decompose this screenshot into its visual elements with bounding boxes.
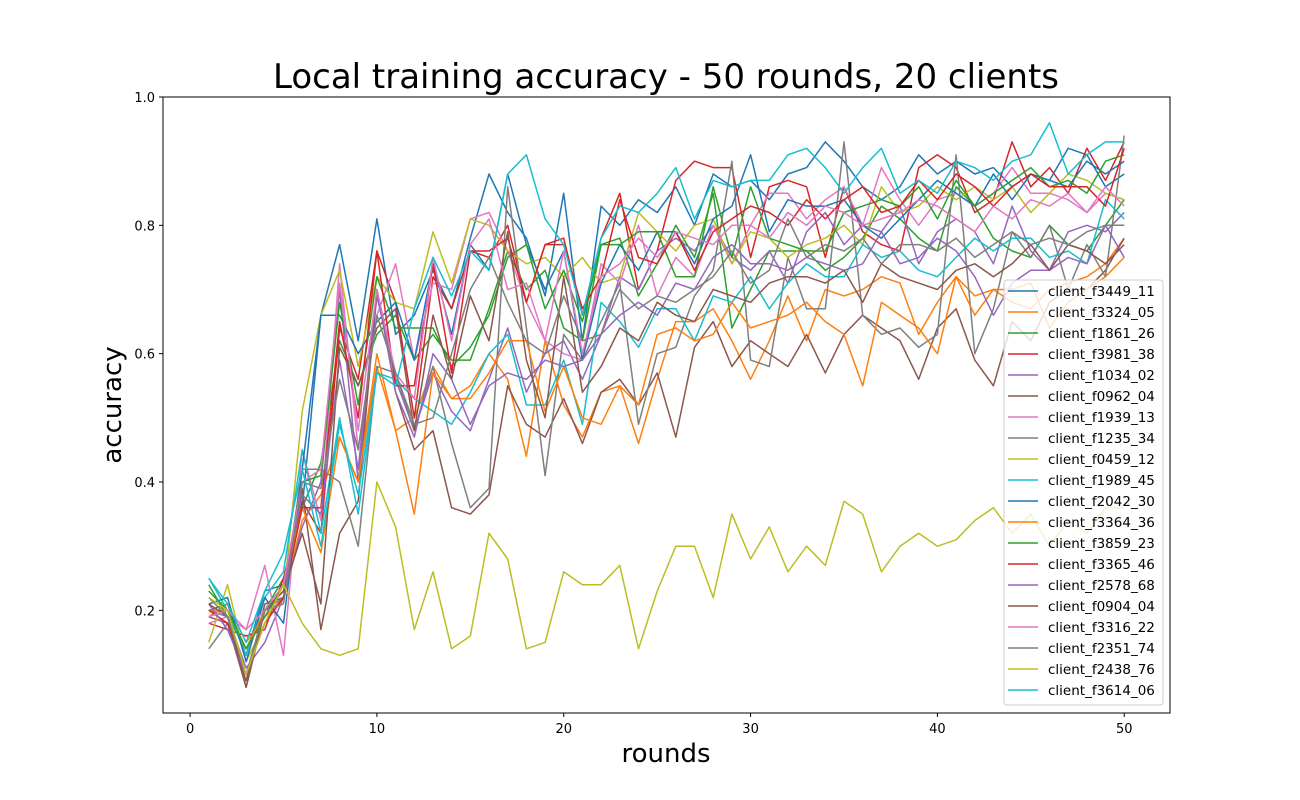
legend-label: client_f1939_13 [1048,410,1155,426]
series-line-client_f3614_06 [208,121,1125,644]
legend-label: client_f3364_36 [1048,515,1155,531]
y-axis-ticks: 0.2 0.4 0.6 0.8 1.0 [134,91,163,619]
x-tick-label: 40 [929,722,946,737]
series-line-client_f3365_46 [208,148,1125,676]
series-layer [208,121,1125,689]
series-line-client_f2438_76 [208,481,1125,676]
legend-label: client_f3316_22 [1048,620,1155,636]
y-tick-label: 0.6 [134,348,155,363]
legend-label: client_f3449_11 [1048,284,1155,300]
series-line-client_f0904_04 [208,231,1125,689]
plot-area-frame [162,96,1171,714]
x-tick-label: 50 [1116,722,1133,737]
legend-label: client_f1034_02 [1048,368,1155,384]
y-axis-label: accuracy [98,346,128,463]
series-line-client_f2042_30 [208,154,1125,663]
legend-label: client_f0459_12 [1048,452,1155,468]
y-tick-label: 0.8 [134,219,155,234]
legend-label: client_f3324_05 [1048,305,1155,321]
legend-label: client_f1235_34 [1048,431,1155,447]
series-line-client_f3981_38 [208,141,1125,637]
series-line-client_f3364_36 [208,256,1125,650]
legend: client_f3449_11 client_f3324_05 client_f18… [1003,279,1164,706]
chart-title: Local training accuracy - 50 rounds, 20 … [273,57,1059,97]
legend-label: client_f1861_26 [1048,326,1155,342]
x-tick-label: 30 [742,722,759,737]
legend-label: client_f2438_76 [1048,662,1155,678]
legend-label: client_f3981_38 [1048,347,1155,363]
x-axis-ticks: 0 10 20 30 40 50 [186,713,1133,737]
legend-label: client_f2042_30 [1048,494,1155,510]
legend-label: client_f0962_04 [1048,389,1155,405]
legend-label: client_f1989_45 [1048,473,1155,489]
y-tick-label: 0.2 [134,604,155,619]
series-line-client_f3449_11 [208,141,1125,657]
y-tick-label: 1.0 [134,91,155,106]
series-line-client_f0459_12 [208,173,1125,663]
legend-label: client_f2578_68 [1048,578,1155,594]
legend-label: client_f3859_23 [1048,536,1155,552]
series-line-client_f3316_22 [208,186,1125,631]
legend-label: client_f2351_74 [1048,641,1155,657]
legend-label: client_f3365_46 [1048,557,1155,573]
legend-label: client_f0904_04 [1048,599,1155,615]
x-tick-label: 10 [369,722,386,737]
series-line-client_f0962_04 [208,237,1125,682]
x-tick-label: 20 [555,722,572,737]
legend-box [1003,279,1164,706]
x-tick-label: 0 [186,722,194,737]
legend-label: client_f3614_06 [1048,683,1155,699]
series-line-client_f1235_34 [208,135,1125,689]
y-tick-label: 0.4 [134,476,155,491]
x-axis-label: rounds [621,739,710,769]
series-line-client_f2351_74 [208,218,1125,676]
